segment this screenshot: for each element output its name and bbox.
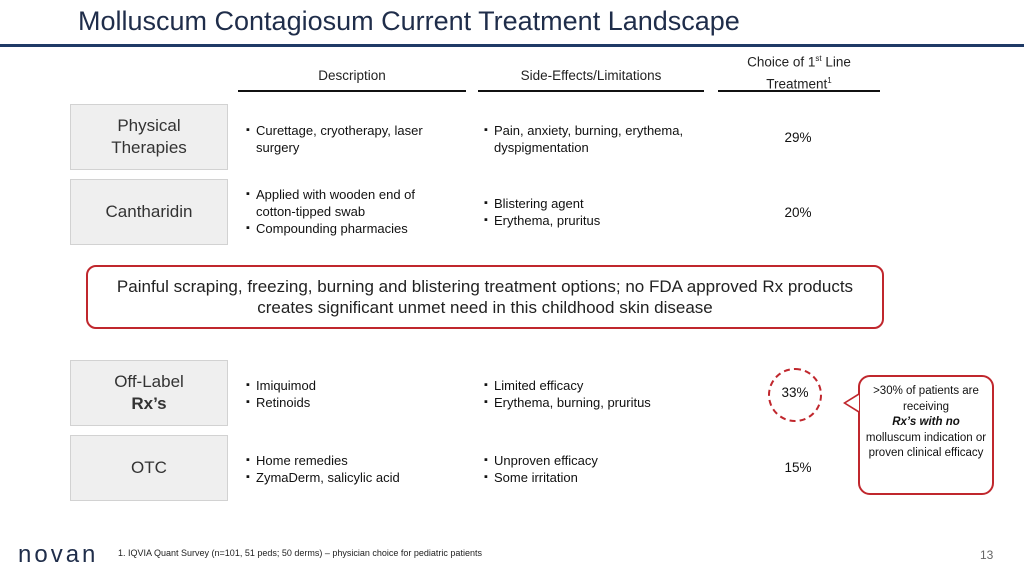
column-header-description: Description xyxy=(318,68,386,83)
row-label-text: Rx’s xyxy=(131,394,167,413)
description-list-physical: Curettage, cryotherapy, laser surgery xyxy=(246,122,464,156)
side-effects-list-physical: Pain, anxiety, burning, erythema, dyspig… xyxy=(484,122,684,156)
side-effect-item: Some irritation xyxy=(484,469,704,486)
page-number: 13 xyxy=(980,548,994,562)
choice-header-superscript: st xyxy=(815,54,822,63)
row-label-text: Therapies xyxy=(111,138,187,157)
side-effects-list-otc: Unproven efficacy Some irritation xyxy=(484,452,704,486)
column-rule-side-effects xyxy=(478,90,704,92)
company-logo: novan xyxy=(18,541,99,568)
column-rule-description xyxy=(238,90,466,92)
column-rule-choice xyxy=(718,90,880,92)
choice-header-line1: Choice of 1 xyxy=(747,54,816,70)
highlight-dashed-circle xyxy=(768,368,822,422)
description-item: Retinoids xyxy=(246,394,464,411)
description-item: Imiquimod xyxy=(246,377,464,394)
note-text: >30% of patients are receiving xyxy=(873,385,979,413)
row-label-text: Physical xyxy=(117,116,181,135)
description-list-otc: Home remedies ZymaDerm, salicylic acid xyxy=(246,452,464,486)
description-list-cantharidin: Applied with wooden end of cotton-tipped… xyxy=(246,186,454,237)
row-label-text: Cantharidin xyxy=(105,202,193,221)
description-list-offlabel: Imiquimod Retinoids xyxy=(246,377,464,411)
choice-value-cantharidin: 20% xyxy=(784,205,812,220)
unmet-need-callout: Painful scraping, freezing, burning and … xyxy=(86,265,884,329)
side-effect-item: Limited efficacy xyxy=(484,377,704,394)
description-item: Home remedies xyxy=(246,452,464,469)
choice-header-footref: 1 xyxy=(827,75,832,85)
column-header-choice: Choice of 1st Line Treatment1 xyxy=(718,50,880,93)
description-item: Curettage, cryotherapy, laser surgery xyxy=(246,122,464,156)
choice-value-otc: 15% xyxy=(784,460,812,475)
side-effects-list-cantharidin: Blistering agent Erythema, pruritus xyxy=(484,195,694,229)
choice-header-line1-end: Line xyxy=(821,54,851,70)
choice-value-offlabel: 33% xyxy=(781,385,809,400)
note-text: molluscum indication or proven clinical … xyxy=(865,431,987,460)
row-label-text: OTC xyxy=(131,458,167,477)
row-label-off-label-rx: Off-Label Rx’s xyxy=(70,360,228,426)
slide-title: Molluscum Contagiosum Current Treatment … xyxy=(78,6,740,36)
description-item: Applied with wooden end of cotton-tipped… xyxy=(246,186,454,220)
description-item: Compounding pharmacies xyxy=(246,220,454,237)
choice-value-physical: 29% xyxy=(784,130,812,145)
description-item: ZymaDerm, salicylic acid xyxy=(246,469,464,486)
row-label-cantharidin: Cantharidin xyxy=(70,179,228,245)
side-effect-item: Erythema, pruritus xyxy=(484,212,694,229)
column-header-side-effects: Side-Effects/Limitations xyxy=(520,68,662,83)
side-effect-item: Erythema, burning, pruritus xyxy=(484,394,704,411)
note-pointer-inner xyxy=(846,395,859,411)
side-effect-item: Unproven efficacy xyxy=(484,452,704,469)
footnote: 1. IQVIA Quant Survey (n=101, 51 peds; 5… xyxy=(118,548,482,558)
row-label-text: Off-Label xyxy=(114,372,184,391)
title-divider xyxy=(0,44,1024,47)
note-emphasis: Rx’s with no xyxy=(892,416,960,428)
side-effect-item: Pain, anxiety, burning, erythema, dyspig… xyxy=(484,122,684,156)
note-callout: >30% of patients are receiving Rx’s with… xyxy=(858,375,994,495)
row-label-otc: OTC xyxy=(70,435,228,501)
side-effects-list-offlabel: Limited efficacy Erythema, burning, prur… xyxy=(484,377,704,411)
side-effect-item: Blistering agent xyxy=(484,195,694,212)
choice-header-line2: Treatment xyxy=(766,76,828,91)
row-label-physical-therapies: Physical Therapies xyxy=(70,104,228,170)
callout-text: Painful scraping, freezing, burning and … xyxy=(116,277,854,317)
